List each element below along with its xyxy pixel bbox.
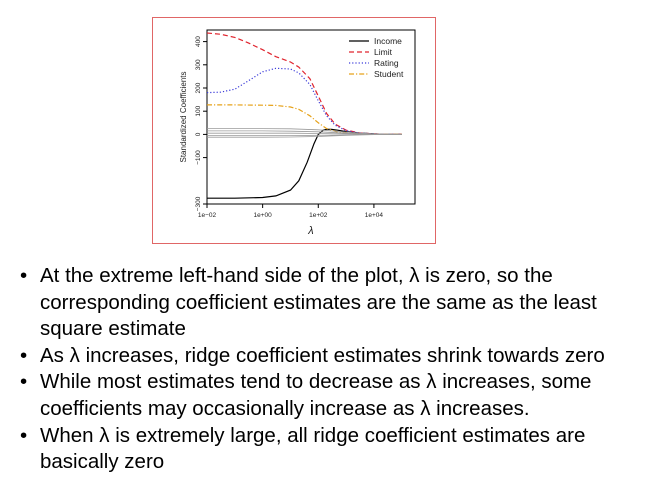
- bullet-dot: •: [20, 370, 28, 394]
- x-tick-label: 1e+02: [309, 212, 328, 219]
- series-line-student: [207, 104, 402, 136]
- ridge-coefficient-plot: 1e−02 1e+00 1e+02 1e+04 −300 −100 0 100 200 300 40…: [179, 29, 416, 237]
- plot-area-frame: [206, 29, 416, 205]
- x-axis-label: λ: [307, 225, 313, 237]
- series-line-rating: [206, 67, 402, 136]
- series-line-limit: [206, 32, 402, 136]
- bullet-item: • When λ is extremely large, all ridge c…: [20, 423, 650, 476]
- legend-label-income: Income: [374, 36, 402, 46]
- bullet-text: While most estimates tend to decrease as…: [40, 370, 592, 420]
- bullet-dot: •: [20, 343, 28, 367]
- series-line-unlabeled: [207, 130, 402, 135]
- y-tick-label: 100: [195, 105, 202, 116]
- bullet-dot: •: [20, 264, 28, 287]
- x-tick-label: 1e+00: [254, 212, 273, 219]
- y-tick-label: −300: [195, 196, 202, 211]
- bullet-item: • While most estimates tend to decrease …: [20, 369, 650, 422]
- y-tick-label: 400: [195, 36, 202, 47]
- y-tick-label: 0: [195, 132, 202, 136]
- y-tick-label: 300: [195, 59, 202, 70]
- x-tick-label: 1e+04: [365, 212, 384, 219]
- legend-label-student: Student: [374, 69, 404, 79]
- bullet-list: • At the extreme left-hand side of the p…: [20, 263, 650, 476]
- figure-frame: 1e−02 1e+00 1e+02 1e+04 −300 −100 0 100 200 300 40…: [152, 17, 436, 244]
- y-axis-label: Standardized Coefficients: [179, 71, 188, 162]
- bullet-text: When λ is extremely large, all ridge coe…: [40, 423, 586, 474]
- legend-label-limit: Limit: [374, 47, 393, 57]
- y-tick-label: 200: [195, 82, 202, 93]
- bullet-dot: •: [20, 423, 28, 447]
- series-line-income: [207, 128, 402, 199]
- y-tick-label: −100: [195, 150, 202, 165]
- bullet-item: • As λ increases, ridge coefficient esti…: [20, 343, 650, 370]
- bullet-item: • At the extreme left-hand side of the p…: [20, 263, 650, 343]
- bullet-text: As λ increases, ridge coefficient estima…: [40, 343, 605, 367]
- legend-label-rating: Rating: [374, 58, 399, 68]
- x-tick-label: 1e−02: [198, 212, 217, 219]
- bullet-text: At the extreme left-hand side of the plo…: [40, 264, 597, 341]
- series-line-unlabeled: [207, 134, 402, 138]
